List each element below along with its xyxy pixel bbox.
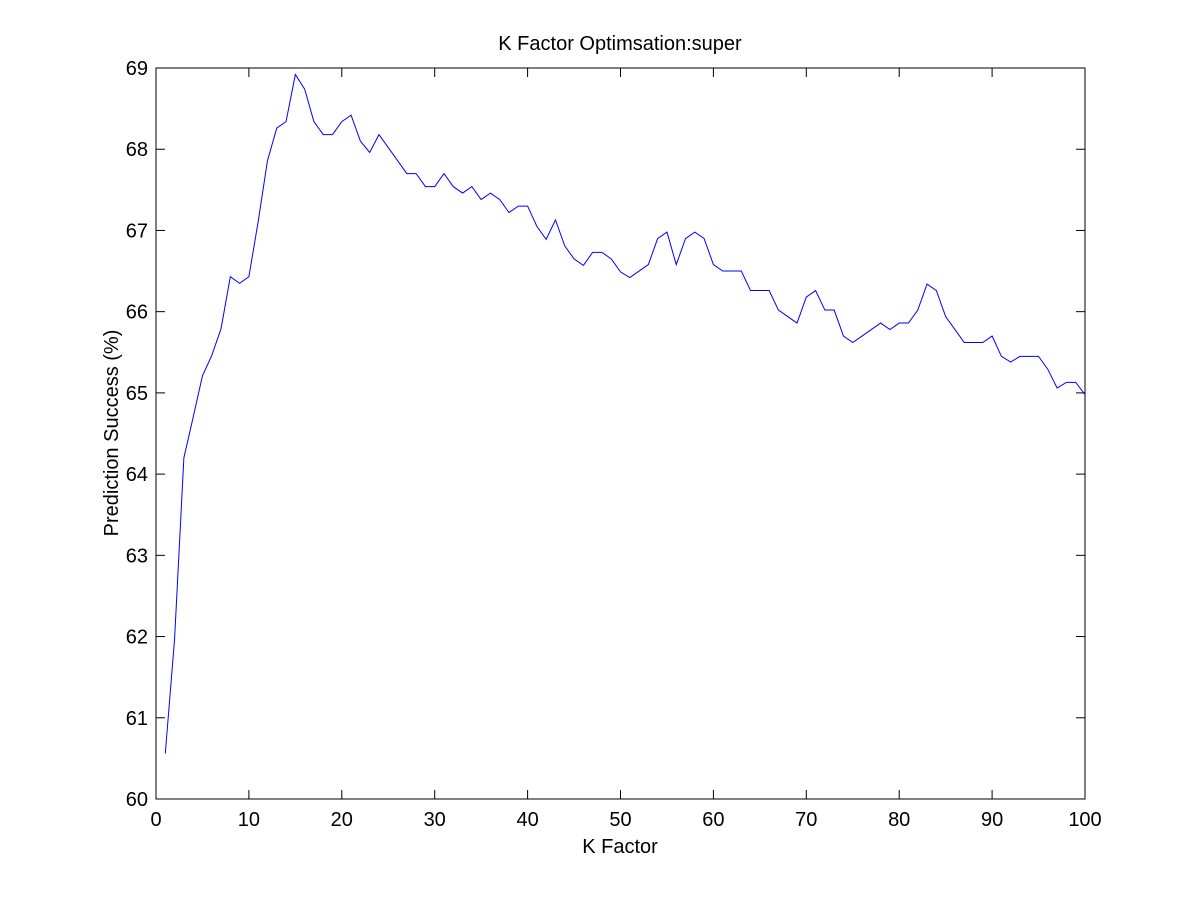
chart-title: K Factor Optimsation:super: [498, 33, 742, 55]
x-tick-label: 90: [981, 809, 1003, 831]
x-tick-label: 60: [702, 809, 724, 831]
x-tick-label: 40: [516, 809, 538, 831]
x-axis-ticks: 0 10 20 30 40 50 60 70 80 90 100: [150, 68, 1102, 831]
x-tick-label: 10: [238, 809, 260, 831]
y-axis-ticks: 60 61 62 63 64 65 66 67 68 69: [126, 58, 1085, 811]
x-tick-label: 80: [888, 809, 910, 831]
series-layer: [164, 73, 1086, 754]
y-tick-label: 61: [126, 708, 148, 730]
x-tick-label: 20: [331, 809, 353, 831]
y-tick-label: 65: [126, 383, 148, 405]
y-axis-label: Prediction Success (%): [101, 330, 123, 537]
y-tick-label: 62: [126, 627, 148, 649]
x-tick-label: 0: [150, 809, 161, 831]
y-tick-label: 67: [126, 220, 148, 242]
x-axis-label: K Factor: [582, 836, 658, 858]
y-tick-label: 69: [126, 58, 148, 80]
y-tick-label: 64: [126, 464, 148, 486]
y-tick-label: 63: [126, 545, 148, 567]
plot-area: [155, 67, 1086, 800]
y-tick-label: 66: [126, 302, 148, 324]
y-tick-label: 60: [126, 789, 148, 811]
y-tick-label: 68: [126, 139, 148, 161]
x-tick-label: 30: [424, 809, 446, 831]
x-tick-label: 70: [795, 809, 817, 831]
x-tick-label: 50: [609, 809, 631, 831]
series-line: [164, 73, 1086, 754]
x-tick-label: 100: [1068, 809, 1101, 831]
